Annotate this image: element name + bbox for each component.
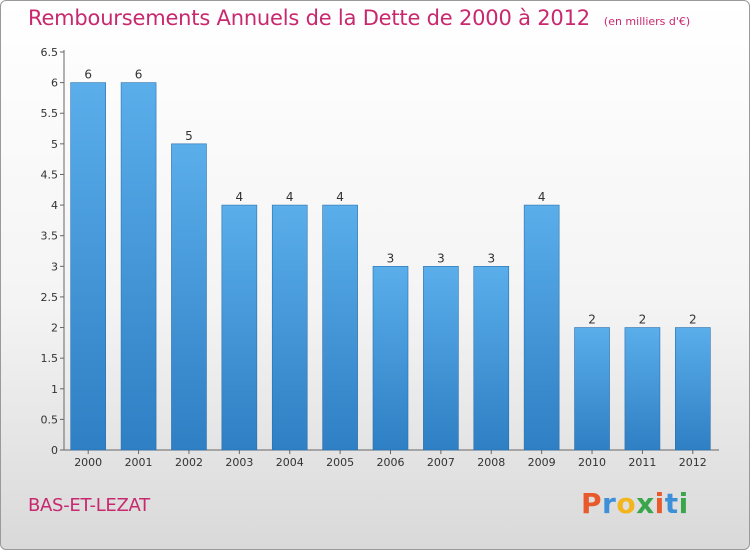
bar-2000 [70, 82, 106, 451]
data-label-2003: 4 [236, 190, 244, 204]
data-label-2012: 2 [689, 313, 697, 327]
y-tick-label: 2 [51, 322, 58, 335]
bar-2001 [120, 82, 157, 451]
data-label-2008: 3 [487, 251, 495, 265]
y-tick-label: 2.5 [41, 291, 59, 304]
logo-letter: i [654, 487, 665, 520]
data-label-2009: 4 [538, 190, 546, 204]
logo-letter: P [581, 487, 603, 520]
bar-2008 [473, 266, 510, 451]
x-tick-label-2000: 2000 [74, 456, 102, 469]
x-tick-label-2005: 2005 [326, 456, 354, 469]
x-tick-label-2011: 2011 [628, 456, 656, 469]
bar-2005 [322, 204, 358, 451]
y-tick-label: 6 [51, 77, 58, 90]
x-tick-label-2006: 2006 [377, 456, 405, 469]
data-label-2004: 4 [286, 190, 294, 204]
data-label-2011: 2 [639, 313, 647, 327]
y-tick-label: 5 [51, 138, 58, 151]
data-label-2010: 2 [588, 313, 596, 327]
x-tick-label-2012: 2012 [679, 456, 707, 469]
bar-2007 [423, 266, 459, 451]
title-row: Remboursements Annuels de la Dette de 20… [28, 6, 690, 38]
y-tick-label: 4 [51, 199, 58, 212]
x-tick-label-2008: 2008 [477, 456, 505, 469]
x-tick-label-2003: 2003 [225, 456, 253, 469]
bar-2002 [171, 143, 207, 451]
logo-letter: i [678, 487, 689, 520]
bar-2004 [271, 204, 308, 451]
data-label-2005: 4 [336, 190, 344, 204]
x-tick-label-2009: 2009 [528, 456, 556, 469]
bar-2011 [624, 327, 661, 451]
y-tick-label: 1 [51, 383, 58, 396]
proxiti-logo: Proxiti [581, 487, 689, 520]
bar-2010 [574, 327, 610, 451]
x-tick-label-2010: 2010 [578, 456, 606, 469]
y-tick-label: 5.5 [41, 107, 59, 120]
y-tick-label: 1.5 [41, 352, 59, 365]
y-tick-label: 3 [51, 260, 58, 273]
bar-2003 [221, 204, 258, 451]
logo-letter: t [664, 487, 679, 520]
x-tick-label-2002: 2002 [175, 456, 203, 469]
data-label-2007: 3 [437, 251, 445, 265]
y-tick-label: 4.5 [41, 168, 59, 181]
chart-subtitle: (en milliers d'€) [603, 15, 691, 28]
place-name: BAS-ET-LEZAT [28, 495, 150, 516]
logo-letter: o [616, 487, 637, 520]
bar-2009 [523, 204, 560, 451]
data-label-2006: 3 [387, 251, 395, 265]
data-label-2000: 6 [84, 68, 92, 82]
data-label-2002: 5 [185, 129, 193, 143]
y-tick-label: 3.5 [41, 230, 59, 243]
data-label-2001: 6 [135, 68, 143, 82]
x-tick-label-2001: 2001 [125, 456, 153, 469]
chart-title: Remboursements Annuels de la Dette de 20… [28, 6, 590, 30]
y-tick-label: 0 [51, 444, 58, 457]
logo-letter: r [602, 487, 617, 520]
y-tick-label: 6.5 [41, 46, 59, 59]
x-tick-label-2004: 2004 [276, 456, 304, 469]
y-tick-label: 0.5 [41, 413, 59, 426]
logo-letter: x [636, 487, 655, 520]
bar-2006 [372, 266, 409, 451]
bar-2012 [675, 327, 711, 451]
x-tick-label-2007: 2007 [427, 456, 455, 469]
